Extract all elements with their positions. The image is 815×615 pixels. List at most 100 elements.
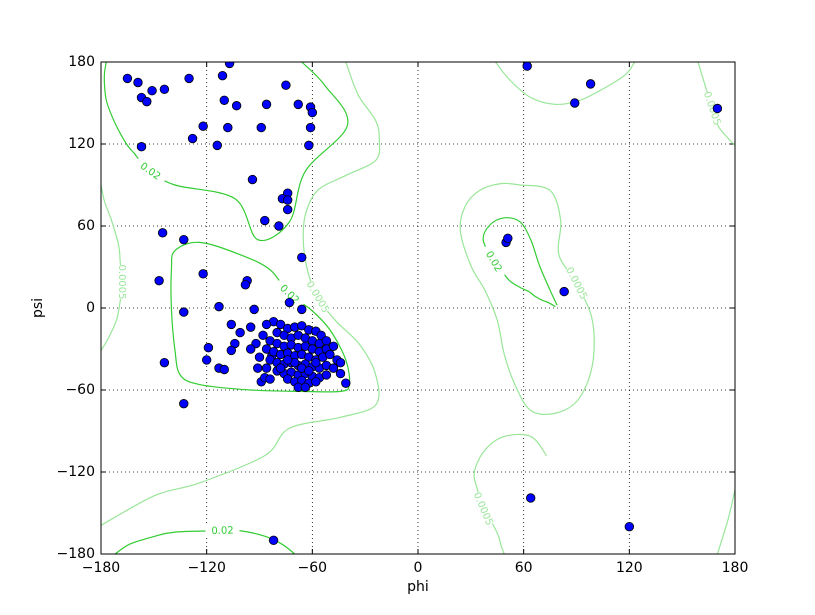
point bbox=[522, 62, 532, 71]
point bbox=[335, 368, 346, 379]
point bbox=[321, 336, 332, 346]
y-tick-label: −60 bbox=[65, 382, 95, 398]
point bbox=[268, 535, 279, 546]
point bbox=[297, 321, 307, 331]
point bbox=[226, 319, 237, 330]
point bbox=[341, 378, 351, 388]
point bbox=[260, 215, 270, 226]
point bbox=[198, 269, 208, 279]
point bbox=[203, 342, 214, 353]
contour-label-bg bbox=[303, 279, 332, 315]
point bbox=[133, 77, 143, 88]
contour-label-bg bbox=[116, 265, 129, 300]
point bbox=[307, 107, 318, 118]
point bbox=[585, 79, 596, 89]
y-tick-label: −120 bbox=[57, 464, 95, 480]
point bbox=[258, 330, 268, 341]
point bbox=[311, 357, 321, 368]
x-axis-label: phi bbox=[407, 579, 429, 595]
point bbox=[224, 62, 235, 69]
point bbox=[297, 252, 307, 263]
x-tick-label: 0 bbox=[414, 560, 423, 576]
point bbox=[300, 382, 310, 392]
point bbox=[179, 307, 189, 317]
point bbox=[274, 221, 284, 231]
point bbox=[245, 344, 256, 354]
point bbox=[282, 195, 293, 205]
point bbox=[293, 99, 303, 110]
x-tick-label: 180 bbox=[722, 560, 749, 576]
point bbox=[282, 355, 293, 365]
point bbox=[223, 122, 233, 133]
point bbox=[281, 80, 291, 90]
point bbox=[275, 363, 286, 373]
point bbox=[235, 327, 245, 338]
point bbox=[275, 319, 286, 330]
point bbox=[559, 286, 569, 297]
point bbox=[526, 493, 536, 503]
plot-frame bbox=[100, 61, 736, 555]
point bbox=[256, 122, 266, 133]
point bbox=[321, 370, 332, 380]
point bbox=[282, 204, 293, 215]
point bbox=[570, 98, 580, 108]
point bbox=[219, 364, 229, 375]
point bbox=[253, 363, 263, 373]
point bbox=[624, 521, 635, 532]
x-tick-label: −120 bbox=[187, 560, 225, 576]
point bbox=[154, 275, 164, 286]
point bbox=[212, 140, 222, 151]
contour-label: 0.02 bbox=[211, 526, 233, 537]
point bbox=[328, 341, 339, 351]
point bbox=[254, 352, 265, 362]
point bbox=[503, 233, 513, 244]
point bbox=[217, 70, 228, 81]
point bbox=[297, 304, 307, 315]
point bbox=[261, 99, 272, 110]
point bbox=[261, 363, 272, 373]
contour-label-bg bbox=[132, 156, 168, 186]
point bbox=[142, 96, 152, 107]
point bbox=[305, 122, 316, 133]
point bbox=[284, 297, 295, 308]
point bbox=[159, 357, 170, 368]
contour-line bbox=[716, 489, 735, 554]
point bbox=[311, 377, 321, 387]
y-tick-label: −180 bbox=[57, 546, 95, 562]
x-tick-label: −60 bbox=[298, 560, 328, 576]
point bbox=[247, 174, 258, 185]
point bbox=[201, 355, 212, 365]
point bbox=[328, 363, 339, 373]
contour-label: 0.0005 bbox=[116, 265, 127, 300]
point bbox=[187, 133, 198, 144]
point bbox=[214, 301, 224, 312]
point bbox=[249, 304, 259, 315]
contour-label-bg bbox=[479, 243, 508, 280]
point bbox=[335, 357, 346, 368]
contour-line bbox=[459, 182, 595, 416]
y-tick-label: 180 bbox=[68, 54, 95, 70]
point bbox=[265, 374, 275, 384]
point bbox=[179, 234, 189, 245]
x-tick-label: −180 bbox=[82, 560, 120, 576]
point bbox=[159, 84, 170, 95]
point bbox=[147, 85, 157, 96]
contour-label-bg bbox=[205, 524, 240, 538]
x-tick-label: 120 bbox=[616, 560, 643, 576]
contour-label-bg bbox=[273, 278, 306, 311]
point bbox=[261, 319, 272, 330]
point bbox=[245, 322, 256, 332]
contour-label-bg bbox=[563, 265, 590, 302]
point bbox=[136, 142, 147, 152]
x-tick-label: 60 bbox=[515, 560, 533, 576]
point bbox=[304, 140, 314, 151]
point bbox=[157, 228, 168, 238]
y-tick-label: 0 bbox=[86, 300, 95, 316]
point bbox=[184, 73, 194, 84]
point bbox=[219, 95, 229, 105]
point bbox=[226, 345, 237, 356]
y-tick-label: 60 bbox=[77, 218, 95, 234]
point bbox=[122, 73, 133, 84]
